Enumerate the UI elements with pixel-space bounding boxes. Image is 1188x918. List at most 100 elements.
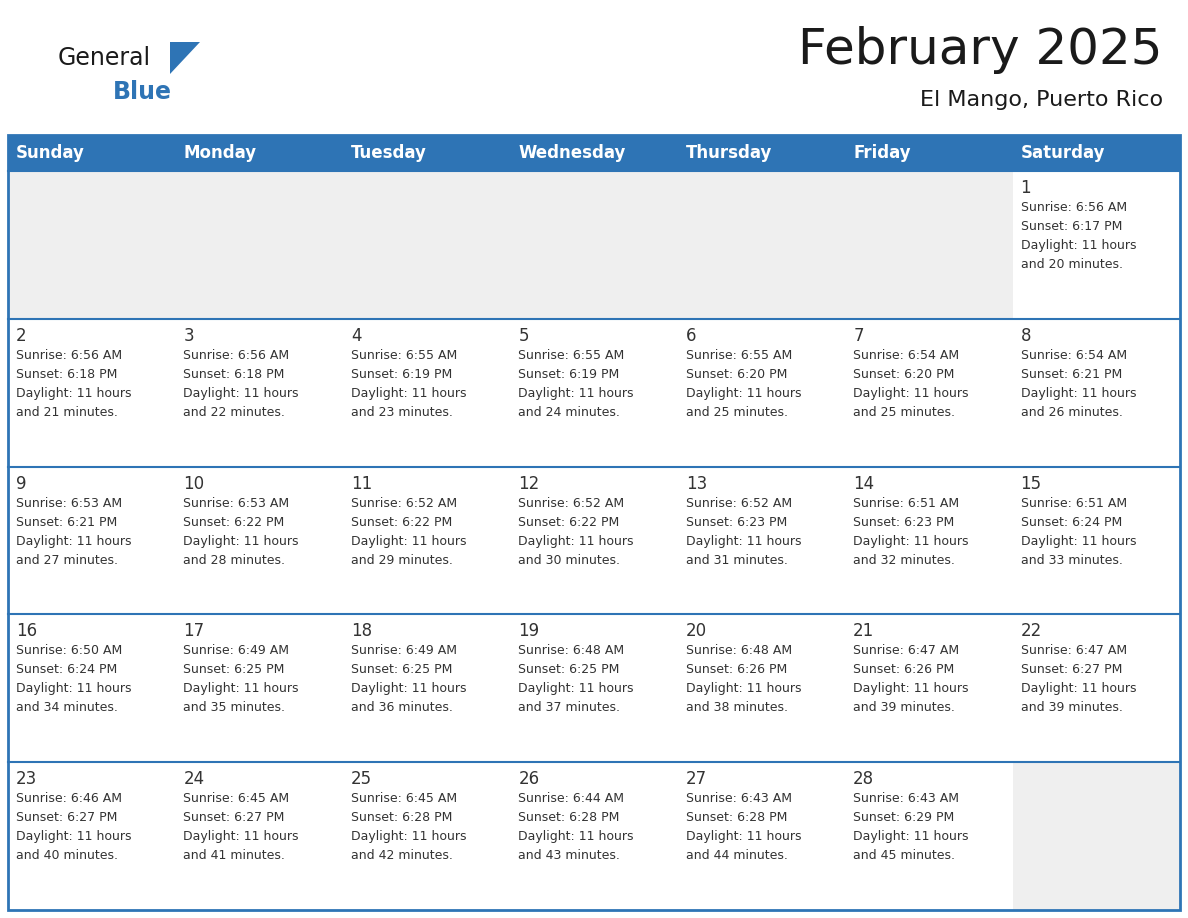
Text: and 35 minutes.: and 35 minutes. (183, 701, 285, 714)
Text: Sunrise: 6:56 AM: Sunrise: 6:56 AM (15, 349, 122, 362)
Text: Sunset: 6:23 PM: Sunset: 6:23 PM (853, 516, 954, 529)
Text: Blue: Blue (113, 80, 172, 104)
Text: Daylight: 11 hours: Daylight: 11 hours (518, 682, 633, 696)
Text: and 45 minutes.: and 45 minutes. (853, 849, 955, 862)
Text: Sunrise: 6:54 AM: Sunrise: 6:54 AM (1020, 349, 1126, 362)
Text: Sunrise: 6:53 AM: Sunrise: 6:53 AM (15, 497, 122, 509)
Text: Sunset: 6:18 PM: Sunset: 6:18 PM (15, 368, 118, 381)
Text: 23: 23 (15, 770, 37, 789)
Bar (176, 171, 343, 319)
Text: Sunset: 6:18 PM: Sunset: 6:18 PM (183, 368, 285, 381)
Text: and 34 minutes.: and 34 minutes. (15, 701, 118, 714)
Bar (511, 466, 677, 614)
Bar (511, 171, 677, 319)
Text: 5: 5 (518, 327, 529, 345)
Bar (343, 135, 511, 171)
Text: Sunrise: 6:54 AM: Sunrise: 6:54 AM (853, 349, 959, 362)
Text: Sunrise: 6:47 AM: Sunrise: 6:47 AM (1020, 644, 1126, 657)
Text: Sunrise: 6:50 AM: Sunrise: 6:50 AM (15, 644, 122, 657)
Text: 27: 27 (685, 770, 707, 789)
Text: and 39 minutes.: and 39 minutes. (1020, 701, 1123, 714)
Text: Daylight: 11 hours: Daylight: 11 hours (183, 534, 299, 548)
Text: Sunset: 6:20 PM: Sunset: 6:20 PM (853, 368, 954, 381)
Text: Sunrise: 6:56 AM: Sunrise: 6:56 AM (183, 349, 290, 362)
Text: and 22 minutes.: and 22 minutes. (183, 406, 285, 419)
Bar (1012, 135, 1180, 171)
Text: Sunrise: 6:52 AM: Sunrise: 6:52 AM (518, 497, 625, 509)
Bar (8, 135, 1180, 910)
Text: Sunrise: 6:44 AM: Sunrise: 6:44 AM (518, 792, 624, 805)
Bar (1012, 466, 1180, 614)
Text: Sunday: Sunday (15, 144, 84, 162)
Bar (677, 466, 845, 614)
Bar (677, 171, 845, 319)
Bar (677, 614, 845, 762)
Text: 6: 6 (685, 327, 696, 345)
Bar (8, 319, 176, 466)
Text: Daylight: 11 hours: Daylight: 11 hours (685, 534, 801, 548)
Text: Sunrise: 6:43 AM: Sunrise: 6:43 AM (685, 792, 791, 805)
Text: Daylight: 11 hours: Daylight: 11 hours (350, 682, 467, 696)
Text: and 33 minutes.: and 33 minutes. (1020, 554, 1123, 566)
Bar (845, 466, 1012, 614)
Text: Daylight: 11 hours: Daylight: 11 hours (853, 534, 968, 548)
Text: and 38 minutes.: and 38 minutes. (685, 701, 788, 714)
Text: 3: 3 (183, 327, 194, 345)
Text: and 29 minutes.: and 29 minutes. (350, 554, 453, 566)
Bar (8, 614, 176, 762)
Bar (1012, 171, 1180, 319)
Bar (176, 614, 343, 762)
Bar (8, 171, 176, 319)
Bar (511, 135, 677, 171)
Text: Daylight: 11 hours: Daylight: 11 hours (685, 830, 801, 844)
Text: Sunset: 6:21 PM: Sunset: 6:21 PM (15, 516, 118, 529)
Text: and 42 minutes.: and 42 minutes. (350, 849, 453, 862)
Text: 8: 8 (1020, 327, 1031, 345)
Text: Sunrise: 6:55 AM: Sunrise: 6:55 AM (685, 349, 792, 362)
Text: Sunset: 6:27 PM: Sunset: 6:27 PM (183, 812, 285, 824)
Text: Sunrise: 6:53 AM: Sunrise: 6:53 AM (183, 497, 290, 509)
Text: Sunset: 6:17 PM: Sunset: 6:17 PM (1020, 220, 1121, 233)
Text: Daylight: 11 hours: Daylight: 11 hours (15, 534, 132, 548)
Text: Saturday: Saturday (1020, 144, 1105, 162)
Text: and 30 minutes.: and 30 minutes. (518, 554, 620, 566)
Bar (176, 135, 343, 171)
Text: Daylight: 11 hours: Daylight: 11 hours (853, 682, 968, 696)
Text: 11: 11 (350, 475, 372, 493)
Text: El Mango, Puerto Rico: El Mango, Puerto Rico (920, 90, 1163, 110)
Text: Sunrise: 6:49 AM: Sunrise: 6:49 AM (350, 644, 457, 657)
Bar (343, 762, 511, 910)
Text: and 21 minutes.: and 21 minutes. (15, 406, 118, 419)
Text: and 26 minutes.: and 26 minutes. (1020, 406, 1123, 419)
Text: Daylight: 11 hours: Daylight: 11 hours (1020, 386, 1136, 400)
Bar (845, 762, 1012, 910)
Text: Sunset: 6:28 PM: Sunset: 6:28 PM (518, 812, 620, 824)
Text: Sunrise: 6:48 AM: Sunrise: 6:48 AM (685, 644, 792, 657)
Text: and 32 minutes.: and 32 minutes. (853, 554, 955, 566)
Text: and 40 minutes.: and 40 minutes. (15, 849, 118, 862)
Text: Sunset: 6:28 PM: Sunset: 6:28 PM (685, 812, 788, 824)
Text: Daylight: 11 hours: Daylight: 11 hours (183, 830, 299, 844)
Text: Daylight: 11 hours: Daylight: 11 hours (518, 830, 633, 844)
Bar (845, 135, 1012, 171)
Bar (845, 614, 1012, 762)
Text: and 31 minutes.: and 31 minutes. (685, 554, 788, 566)
Text: Sunset: 6:19 PM: Sunset: 6:19 PM (350, 368, 453, 381)
Text: Sunrise: 6:55 AM: Sunrise: 6:55 AM (350, 349, 457, 362)
Text: 9: 9 (15, 475, 26, 493)
Text: Sunset: 6:26 PM: Sunset: 6:26 PM (685, 664, 786, 677)
Text: 4: 4 (350, 327, 361, 345)
Text: Daylight: 11 hours: Daylight: 11 hours (1020, 682, 1136, 696)
Bar (343, 614, 511, 762)
Text: 18: 18 (350, 622, 372, 641)
Bar (511, 762, 677, 910)
Text: 20: 20 (685, 622, 707, 641)
Text: Sunset: 6:25 PM: Sunset: 6:25 PM (518, 664, 620, 677)
Text: 15: 15 (1020, 475, 1042, 493)
Bar (677, 319, 845, 466)
Bar (343, 171, 511, 319)
Bar (8, 135, 176, 171)
Bar (1012, 614, 1180, 762)
Text: Daylight: 11 hours: Daylight: 11 hours (685, 682, 801, 696)
Text: Sunrise: 6:49 AM: Sunrise: 6:49 AM (183, 644, 290, 657)
